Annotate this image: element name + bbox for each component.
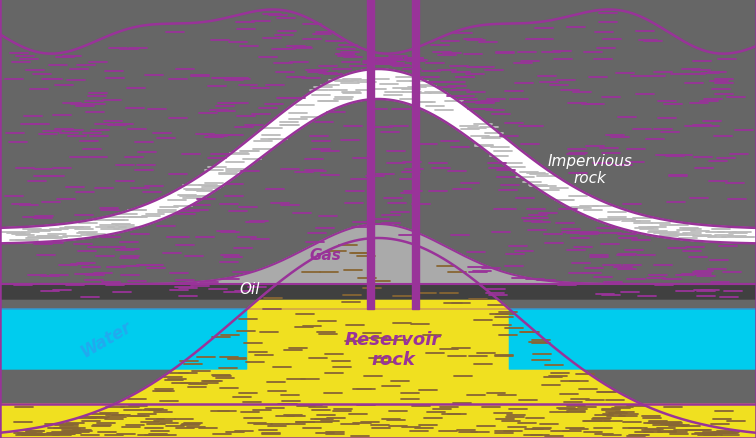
- Text: Oil: Oil: [239, 282, 260, 297]
- Bar: [411, 0, 419, 309]
- Text: Impervious
rock: Impervious rock: [547, 153, 632, 186]
- Text: Water: Water: [77, 318, 135, 361]
- Bar: [367, 0, 373, 309]
- Text: Reservoir
rock: Reservoir rock: [345, 330, 442, 368]
- Text: Gas: Gas: [309, 247, 341, 262]
